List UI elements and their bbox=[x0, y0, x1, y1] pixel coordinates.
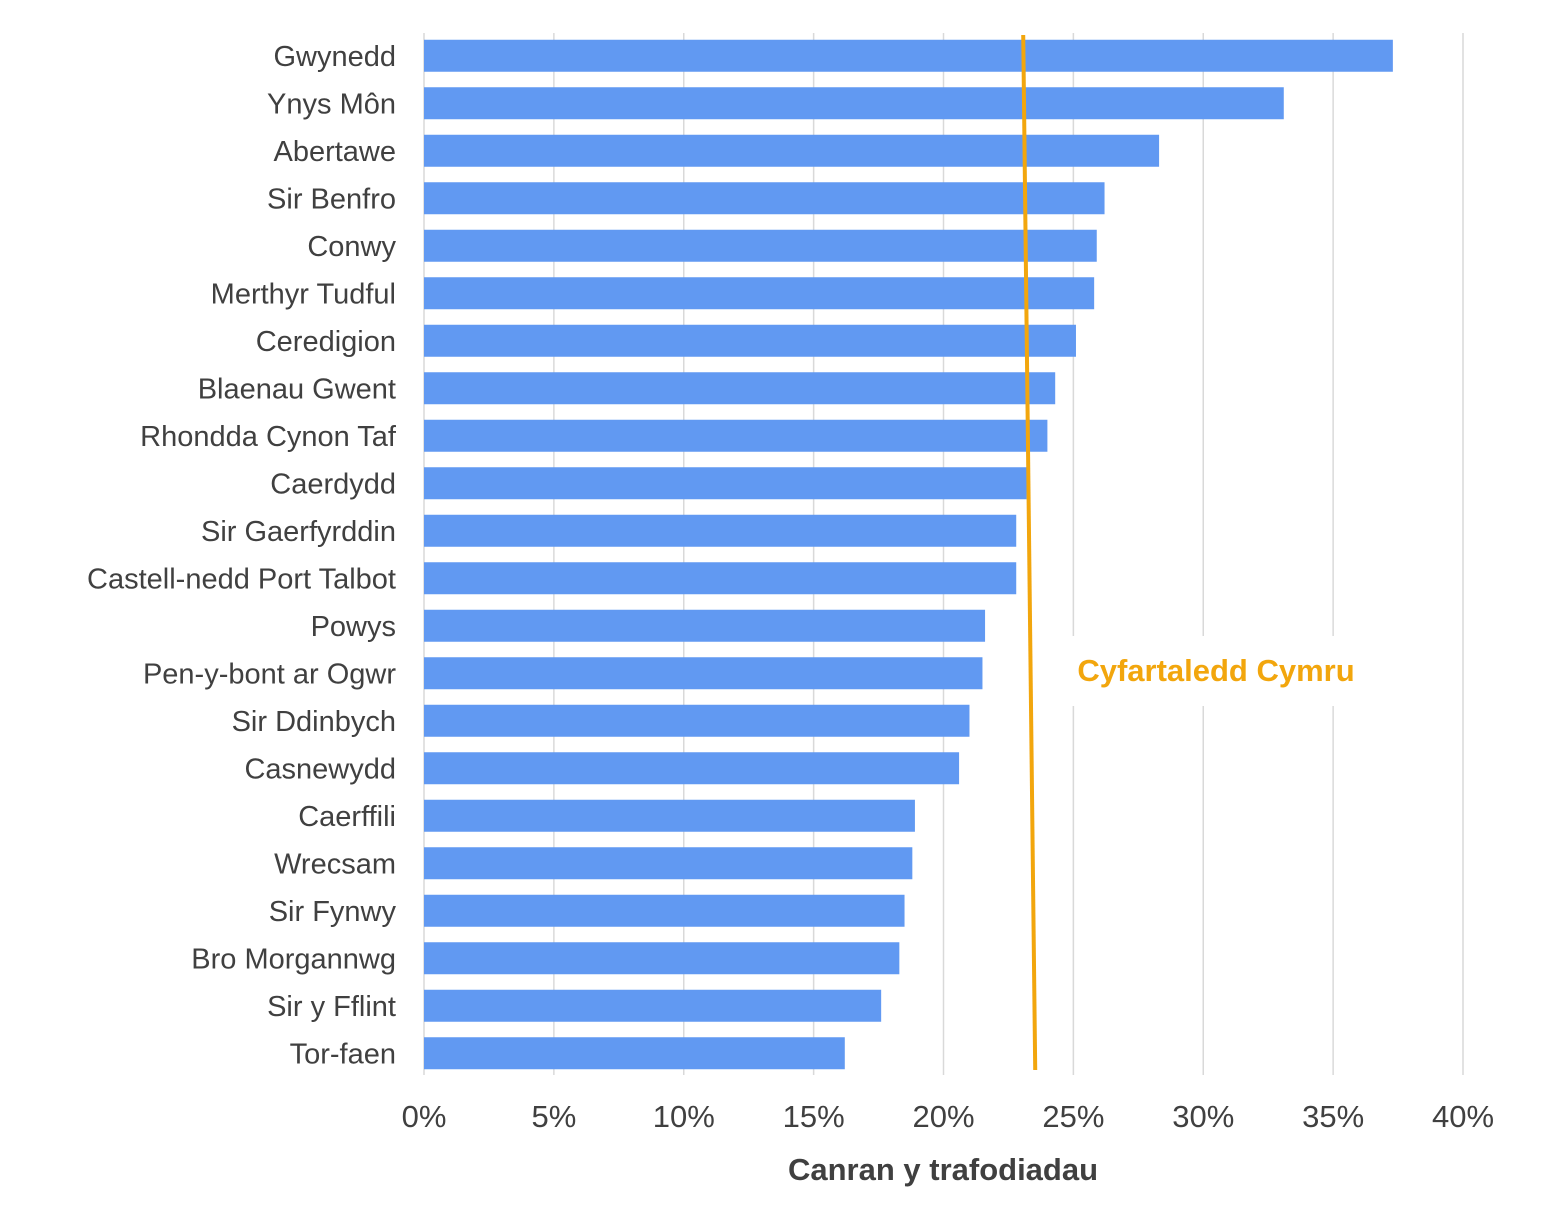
x-tick-label: 10% bbox=[653, 1099, 715, 1134]
x-tick-label: 5% bbox=[531, 1099, 576, 1134]
bar bbox=[424, 39, 1393, 72]
bar bbox=[424, 229, 1097, 262]
category-label: Rhondda Cynon Taf bbox=[140, 421, 397, 453]
bar bbox=[424, 372, 1056, 405]
bar bbox=[424, 847, 913, 880]
x-tick-label: 40% bbox=[1432, 1099, 1494, 1134]
bar bbox=[424, 657, 983, 690]
x-tick-label: 20% bbox=[912, 1099, 974, 1134]
category-label: Casnewydd bbox=[244, 753, 396, 785]
bar bbox=[424, 942, 900, 975]
x-tick-label: 35% bbox=[1302, 1099, 1364, 1134]
x-tick-label: 15% bbox=[783, 1099, 845, 1134]
category-label: Bro Morgannwg bbox=[191, 943, 396, 975]
x-tick-label: 0% bbox=[402, 1099, 447, 1134]
bar bbox=[424, 799, 915, 832]
average-label: Cyfartaledd Cymru bbox=[1077, 653, 1354, 688]
category-label: Sir Gaerfyrddin bbox=[201, 516, 396, 548]
category-label: Powys bbox=[311, 611, 396, 643]
bar bbox=[424, 989, 882, 1022]
category-label: Castell-nedd Port Talbot bbox=[87, 563, 396, 595]
category-label: Tor-faen bbox=[290, 1038, 396, 1070]
average-marker: Cyfartaledd Cymru bbox=[1021, 34, 1377, 1071]
category-label: Pen-y-bont ar Ogwr bbox=[143, 658, 396, 690]
category-labels: Gwynedd Ynys Môn Abertawe Sir Benfro Conwy Me… bbox=[87, 41, 397, 1071]
bar bbox=[424, 514, 1017, 547]
bar bbox=[424, 894, 905, 927]
x-axis-title: Canran y trafodiadau bbox=[788, 1152, 1098, 1187]
bar bbox=[424, 752, 960, 785]
bar bbox=[424, 419, 1048, 452]
category-label: Gwynedd bbox=[273, 41, 396, 73]
category-label: Ynys Môn bbox=[267, 88, 396, 120]
category-label: Ceredigion bbox=[256, 326, 396, 358]
bar bbox=[424, 704, 970, 737]
category-label: Merthyr Tudful bbox=[211, 278, 396, 310]
average-label-background bbox=[1055, 636, 1377, 706]
bar bbox=[424, 609, 986, 642]
bar bbox=[424, 277, 1095, 310]
category-label: Caerdydd bbox=[270, 468, 396, 500]
category-label: Caerffili bbox=[298, 801, 396, 833]
bar bbox=[424, 562, 1017, 595]
category-label: Sir y Fflint bbox=[267, 991, 396, 1023]
category-label: Wrecsam bbox=[274, 848, 396, 880]
bar bbox=[424, 87, 1284, 120]
bar bbox=[424, 182, 1105, 215]
x-tick-label: 30% bbox=[1172, 1099, 1234, 1134]
bar bbox=[424, 467, 1027, 500]
average-line bbox=[1021, 34, 1038, 1071]
bar bbox=[424, 324, 1076, 357]
x-tick-label: 25% bbox=[1042, 1099, 1104, 1134]
category-label: Sir Ddinbych bbox=[232, 706, 396, 738]
category-label: Blaenau Gwent bbox=[198, 373, 396, 405]
bars bbox=[424, 39, 1393, 1070]
bar bbox=[424, 1037, 845, 1070]
category-label: Sir Fynwy bbox=[269, 896, 397, 928]
x-tick-labels: 0% 5% 10% 15% 20% 25% 30% 35% 40% bbox=[402, 1099, 1494, 1134]
category-label: Abertawe bbox=[273, 136, 396, 168]
category-label: Conwy bbox=[307, 231, 396, 263]
category-label: Sir Benfro bbox=[267, 183, 396, 215]
bar bbox=[424, 134, 1160, 167]
